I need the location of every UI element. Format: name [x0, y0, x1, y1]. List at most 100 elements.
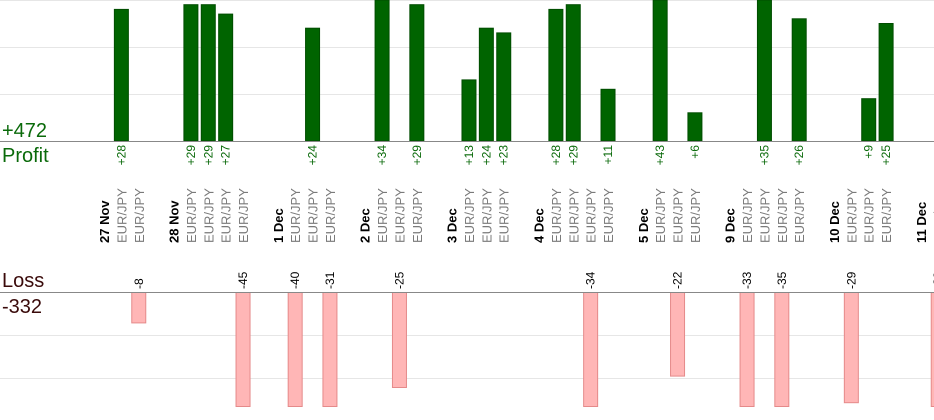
pair-label: EUR/JPY — [462, 188, 477, 243]
bars — [113, 0, 934, 407]
profit-bar — [496, 32, 512, 142]
profit-bar — [600, 88, 616, 142]
profit-value-label: +29 — [184, 145, 198, 166]
profit-bar — [861, 98, 877, 142]
profit-value-label: +26 — [792, 145, 806, 166]
date-label: 2 Dec — [358, 208, 373, 243]
profit-value-label: +24 — [479, 145, 493, 166]
profit-bar — [200, 4, 216, 142]
loss-value-label: -34 — [584, 271, 598, 289]
profit-value-label: +29 — [410, 145, 424, 166]
pair-label: EUR/JPY — [792, 188, 807, 243]
profit-bar — [878, 23, 894, 142]
pair-label: EUR/JPY — [740, 188, 755, 243]
date-label: 4 Dec — [532, 208, 547, 243]
pair-label: EUR/JPY — [236, 188, 251, 243]
pair-label: EUR/JPY — [219, 188, 234, 243]
pair-label: EUR/JPY — [671, 188, 686, 243]
pair-label: EUR/JPY — [392, 188, 407, 243]
loss-value-label: -33 — [740, 271, 754, 289]
profit-value-label: +6 — [688, 145, 702, 159]
profit-bar — [687, 112, 703, 142]
pair-label: EUR/JPY — [288, 188, 303, 243]
pair-label: EUR/JPY — [879, 188, 894, 243]
pair-label: EUR/JPY — [201, 188, 216, 243]
pair-label: EUR/JPY — [601, 188, 616, 243]
loss-bar — [322, 292, 338, 407]
pair-label: EUR/JPY — [775, 188, 790, 243]
date-label: 10 Dec — [827, 201, 842, 243]
profit-value-label: +35 — [757, 145, 771, 166]
loss-value-label: -40 — [288, 271, 302, 289]
loss-bar — [739, 292, 755, 407]
profit-value-label: +27 — [219, 145, 233, 166]
loss-bar — [235, 292, 251, 407]
pair-label: EUR/JPY — [479, 188, 494, 243]
loss-bar — [843, 292, 859, 404]
pair-label: EUR/JPY — [584, 188, 599, 243]
profit-value-label: +29 — [566, 145, 580, 166]
profit-value-label: +43 — [653, 145, 667, 166]
profit-bar — [113, 8, 129, 142]
profit-value-label: +25 — [879, 145, 893, 166]
loss-value-label: -25 — [392, 271, 406, 289]
loss-bar — [930, 292, 934, 407]
loss-label: Loss — [2, 270, 45, 292]
profit-bar — [548, 8, 564, 142]
loss-value-label: -29 — [844, 271, 858, 289]
pair-label: EUR/JPY — [184, 188, 199, 243]
pair-label: EUR/JPY — [306, 188, 321, 243]
loss-bar — [670, 292, 686, 377]
pair-label: EUR/JPY — [375, 188, 390, 243]
date-label: 27 Nov — [97, 200, 112, 243]
loss-bar — [391, 292, 407, 388]
profit-value-label: +24 — [306, 145, 320, 166]
profit-bar — [652, 0, 668, 142]
loss-value-label: -45 — [236, 271, 250, 289]
loss-bar — [774, 292, 790, 407]
profit-value-label: +11 — [601, 145, 615, 165]
profit-bar — [565, 4, 581, 142]
date-label: 28 Nov — [167, 200, 182, 243]
loss-bar — [131, 292, 147, 324]
bar-value-labels: +28-8+29 +29 +27-45 -40+24-31+34-25+29 +13 +2… — [114, 145, 934, 289]
date-label: 5 Dec — [636, 208, 651, 243]
date-label: 11 Dec — [914, 202, 929, 243]
loss-value-label: -8 — [132, 278, 146, 289]
profit-label: Profit — [2, 145, 49, 167]
loss-value-label: -30 — [931, 271, 934, 289]
profit-bar — [183, 4, 199, 142]
pair-label: EUR/JPY — [688, 188, 703, 243]
pair-label: EUR/JPY — [844, 188, 859, 243]
pair-label: EUR/JPY — [862, 188, 877, 243]
profit-value-label: +34 — [375, 145, 389, 166]
profit-value-label: +9 — [862, 145, 876, 159]
profit-bar — [791, 18, 807, 142]
pair-label: EUR/JPY — [497, 188, 512, 243]
profit-bar — [461, 79, 477, 142]
profit-total: +472 — [2, 120, 48, 142]
pair-label: EUR/JPY — [114, 188, 129, 243]
profit-bar — [478, 27, 494, 142]
pair-label: EUR/JPY — [132, 188, 147, 243]
loss-bar — [287, 292, 303, 407]
pair-label: EUR/JPY — [931, 188, 934, 243]
profit-bar — [218, 13, 234, 142]
pair-label: EUR/JPY — [757, 188, 772, 243]
pair-label: EUR/JPY — [653, 188, 668, 243]
date-label: 1 Dec — [271, 208, 286, 243]
pair-label: EUR/JPY — [549, 188, 564, 243]
profit-value-label: +28 — [114, 145, 128, 166]
loss-value-label: -35 — [775, 271, 789, 289]
profit-bar — [409, 4, 425, 142]
category-labels: 27 Nov EUR/JPY EUR/JPY 28 Nov EUR/JPY EUR/JPY… — [97, 188, 934, 243]
profit-bar — [756, 0, 772, 142]
profit-value-label: +13 — [462, 145, 476, 166]
loss-value-label: -22 — [671, 271, 685, 289]
date-label: 3 Dec — [445, 208, 460, 243]
profit-value-label: +29 — [201, 145, 215, 166]
loss-value-label: -31 — [323, 271, 337, 289]
pair-label: EUR/JPY — [410, 188, 425, 243]
pair-label: EUR/JPY — [566, 188, 581, 243]
